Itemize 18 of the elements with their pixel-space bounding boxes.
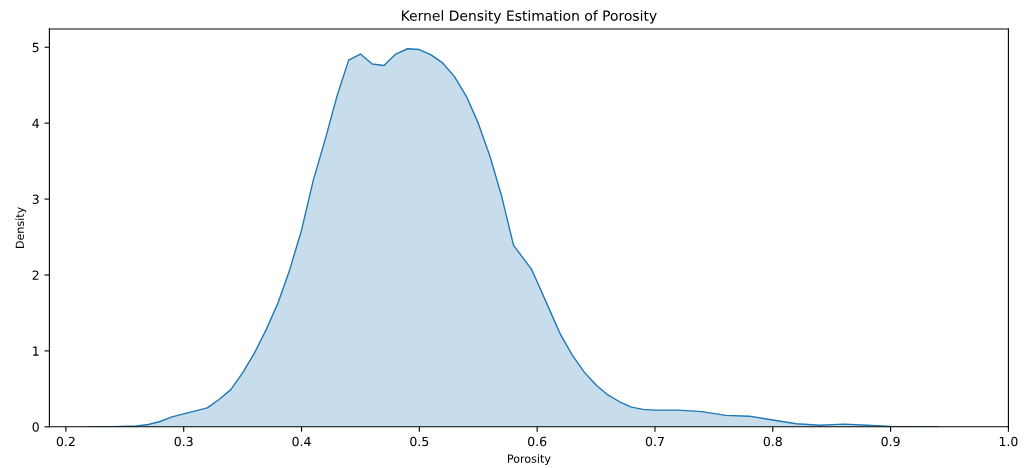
y-tick-label: 0: [32, 422, 39, 432]
x-tick-label: 0.8: [763, 436, 782, 447]
y-tick-label: 2: [32, 270, 39, 280]
y-tick-label: 3: [32, 194, 39, 204]
x-tick-label: 0.5: [410, 436, 429, 447]
x-tick-label: 0.6: [528, 436, 547, 447]
x-tick-label: 0.9: [881, 436, 900, 447]
y-axis-title: Density: [15, 207, 27, 248]
chart-title: Kernel Density Estimation of Porosity: [402, 10, 657, 24]
y-tick-label: 1: [33, 346, 39, 356]
x-tick-label: 0.7: [645, 436, 664, 447]
y-tick-label: 4: [32, 118, 39, 128]
x-tick-label: 1.0: [999, 436, 1018, 447]
y-tick-label: 5: [32, 42, 39, 53]
x-tick-label: 0.4: [292, 436, 311, 447]
x-tick-label: 0.3: [174, 436, 193, 447]
x-tick-label: 0.2: [56, 436, 75, 447]
x-axis-title: Porosity: [507, 454, 551, 465]
